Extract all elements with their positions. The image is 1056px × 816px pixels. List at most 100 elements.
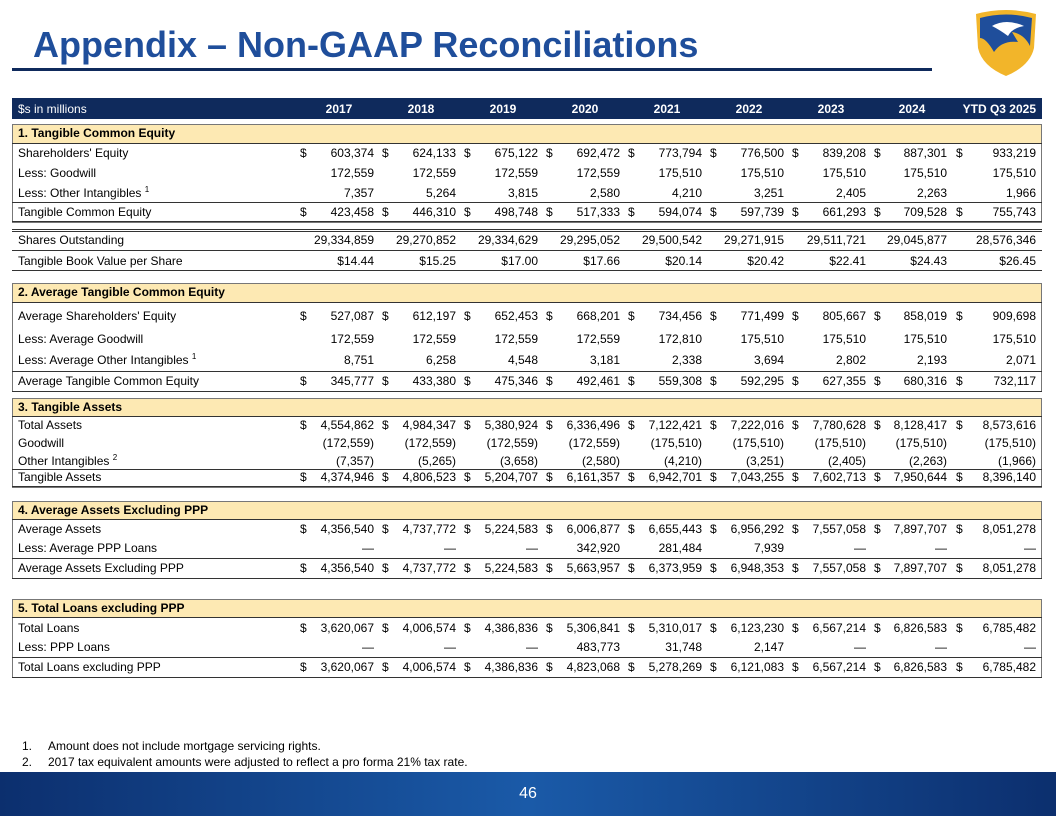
row-label-text: Less: Average PPP Loans <box>18 541 157 555</box>
currency-symbol: $ <box>628 146 635 160</box>
row-label-text: Less: Average Other Intangibles <box>18 353 189 367</box>
currency-symbol: $ <box>628 309 635 323</box>
currency-symbol: $ <box>792 522 799 536</box>
section-title: 4. Average Assets Excluding PPP <box>18 503 209 517</box>
footnote-ref: 1 <box>191 352 197 361</box>
cell-value: 8,573,616 <box>982 418 1036 432</box>
currency-symbol: $ <box>382 205 389 219</box>
cell-value: 773,794 <box>658 146 702 160</box>
currency-symbol: $ <box>874 418 881 432</box>
currency-symbol: $ <box>382 309 389 323</box>
cell-value: — <box>1024 640 1036 654</box>
footnote-number: 2. <box>22 755 33 769</box>
currency-symbol: $ <box>382 522 389 536</box>
cell-value: 2,263 <box>916 186 947 200</box>
column-header: 2023 <box>817 102 845 116</box>
cell-value: 6,655,443 <box>648 522 702 536</box>
cell-value: 858,019 <box>903 309 947 323</box>
cell-value: 7,602,713 <box>812 470 866 484</box>
footnote-text: Amount does not include mortgage servici… <box>48 739 321 753</box>
rule-line <box>12 677 1042 678</box>
cell-value: 5,310,017 <box>648 621 702 635</box>
currency-symbol: $ <box>710 660 717 674</box>
rule-line <box>12 657 1042 658</box>
cell-value: (2,580) <box>581 454 620 468</box>
cell-value: 7,043,255 <box>730 470 784 484</box>
cell-value: (172,559) <box>486 436 538 450</box>
row-label-text: Tangible Common Equity <box>18 205 152 219</box>
rule-line <box>12 302 1042 303</box>
currency-symbol: $ <box>956 418 963 432</box>
row-label-text: Goodwill <box>18 436 65 450</box>
unit-label: $s in millions <box>18 102 87 116</box>
cell-value: 6,826,583 <box>893 621 947 635</box>
cell-value: 7,222,016 <box>730 418 784 432</box>
row-label-text: Other Intangibles <box>18 454 110 468</box>
currency-symbol: $ <box>874 660 881 674</box>
cell-value: 4,806,523 <box>402 470 456 484</box>
row-label-text: Tangible Assets <box>18 470 102 484</box>
cell-value: 6,942,701 <box>648 470 702 484</box>
cell-value: 5,224,583 <box>484 561 538 575</box>
cell-value: 172,559 <box>412 166 456 180</box>
row-label: Tangible Assets <box>18 469 101 485</box>
row-label: Average Shareholders' Equity <box>18 308 176 324</box>
cell-value: 6,258 <box>425 353 456 367</box>
cell-value: — <box>935 640 947 654</box>
cell-value: (175,510) <box>895 436 947 450</box>
cell-value: 709,528 <box>903 205 947 219</box>
currency-symbol: $ <box>546 205 553 219</box>
cell-value: 29,295,052 <box>559 233 620 247</box>
cell-value: 4,548 <box>507 353 538 367</box>
cell-value: 734,456 <box>658 309 702 323</box>
currency-symbol: $ <box>300 621 307 635</box>
cell-value: — <box>935 541 947 555</box>
currency-symbol: $ <box>628 621 635 635</box>
rule-line <box>12 469 1042 470</box>
cell-value: 6,826,583 <box>893 660 947 674</box>
column-header: 2019 <box>489 102 517 116</box>
cell-value: 175,510 <box>992 166 1036 180</box>
cell-value: 172,559 <box>494 166 538 180</box>
cell-value: 3,694 <box>753 353 784 367</box>
rule-line <box>12 250 1042 251</box>
cell-value: (1,966) <box>997 454 1036 468</box>
currency-symbol: $ <box>300 470 307 484</box>
cell-value: — <box>526 640 538 654</box>
cell-value: 4,356,540 <box>320 561 374 575</box>
cell-value: 7,897,707 <box>893 561 947 575</box>
row-label-text: Less: PPP Loans <box>18 640 110 654</box>
cell-value: 3,620,067 <box>320 621 374 635</box>
cell-value: 2,405 <box>835 186 866 200</box>
cell-value: 776,500 <box>740 146 784 160</box>
cell-value: 4,823,068 <box>566 660 620 674</box>
currency-symbol: $ <box>874 522 881 536</box>
cell-value: 4,386,836 <box>484 621 538 635</box>
cell-value: 6,567,214 <box>812 660 866 674</box>
currency-symbol: $ <box>874 561 881 575</box>
cell-value: (2,263) <box>908 454 947 468</box>
cell-value: 8,751 <box>343 353 374 367</box>
cell-value: 498,748 <box>494 205 538 219</box>
footnote-ref: 2 <box>112 453 118 462</box>
cell-value: 6,121,083 <box>730 660 784 674</box>
cell-value: 7,950,644 <box>893 470 947 484</box>
cell-value: 5,204,707 <box>484 470 538 484</box>
currency-symbol: $ <box>300 522 307 536</box>
row-label-text: Total Assets <box>18 418 83 432</box>
cell-value: — <box>362 640 374 654</box>
row-label: Total Loans excluding PPP <box>18 659 161 675</box>
footer-band <box>0 772 1056 816</box>
cell-value: 2,802 <box>835 353 866 367</box>
table-header <box>12 98 1042 119</box>
cell-value: 4,984,347 <box>402 418 456 432</box>
cell-value: 6,785,482 <box>982 660 1036 674</box>
row-label: Goodwill <box>18 435 64 451</box>
cell-value: $17.00 <box>501 254 538 268</box>
cell-value: 594,074 <box>658 205 702 219</box>
currency-symbol: $ <box>546 621 553 635</box>
cell-value: $24.43 <box>910 254 947 268</box>
currency-symbol: $ <box>300 146 307 160</box>
currency-symbol: $ <box>628 205 635 219</box>
